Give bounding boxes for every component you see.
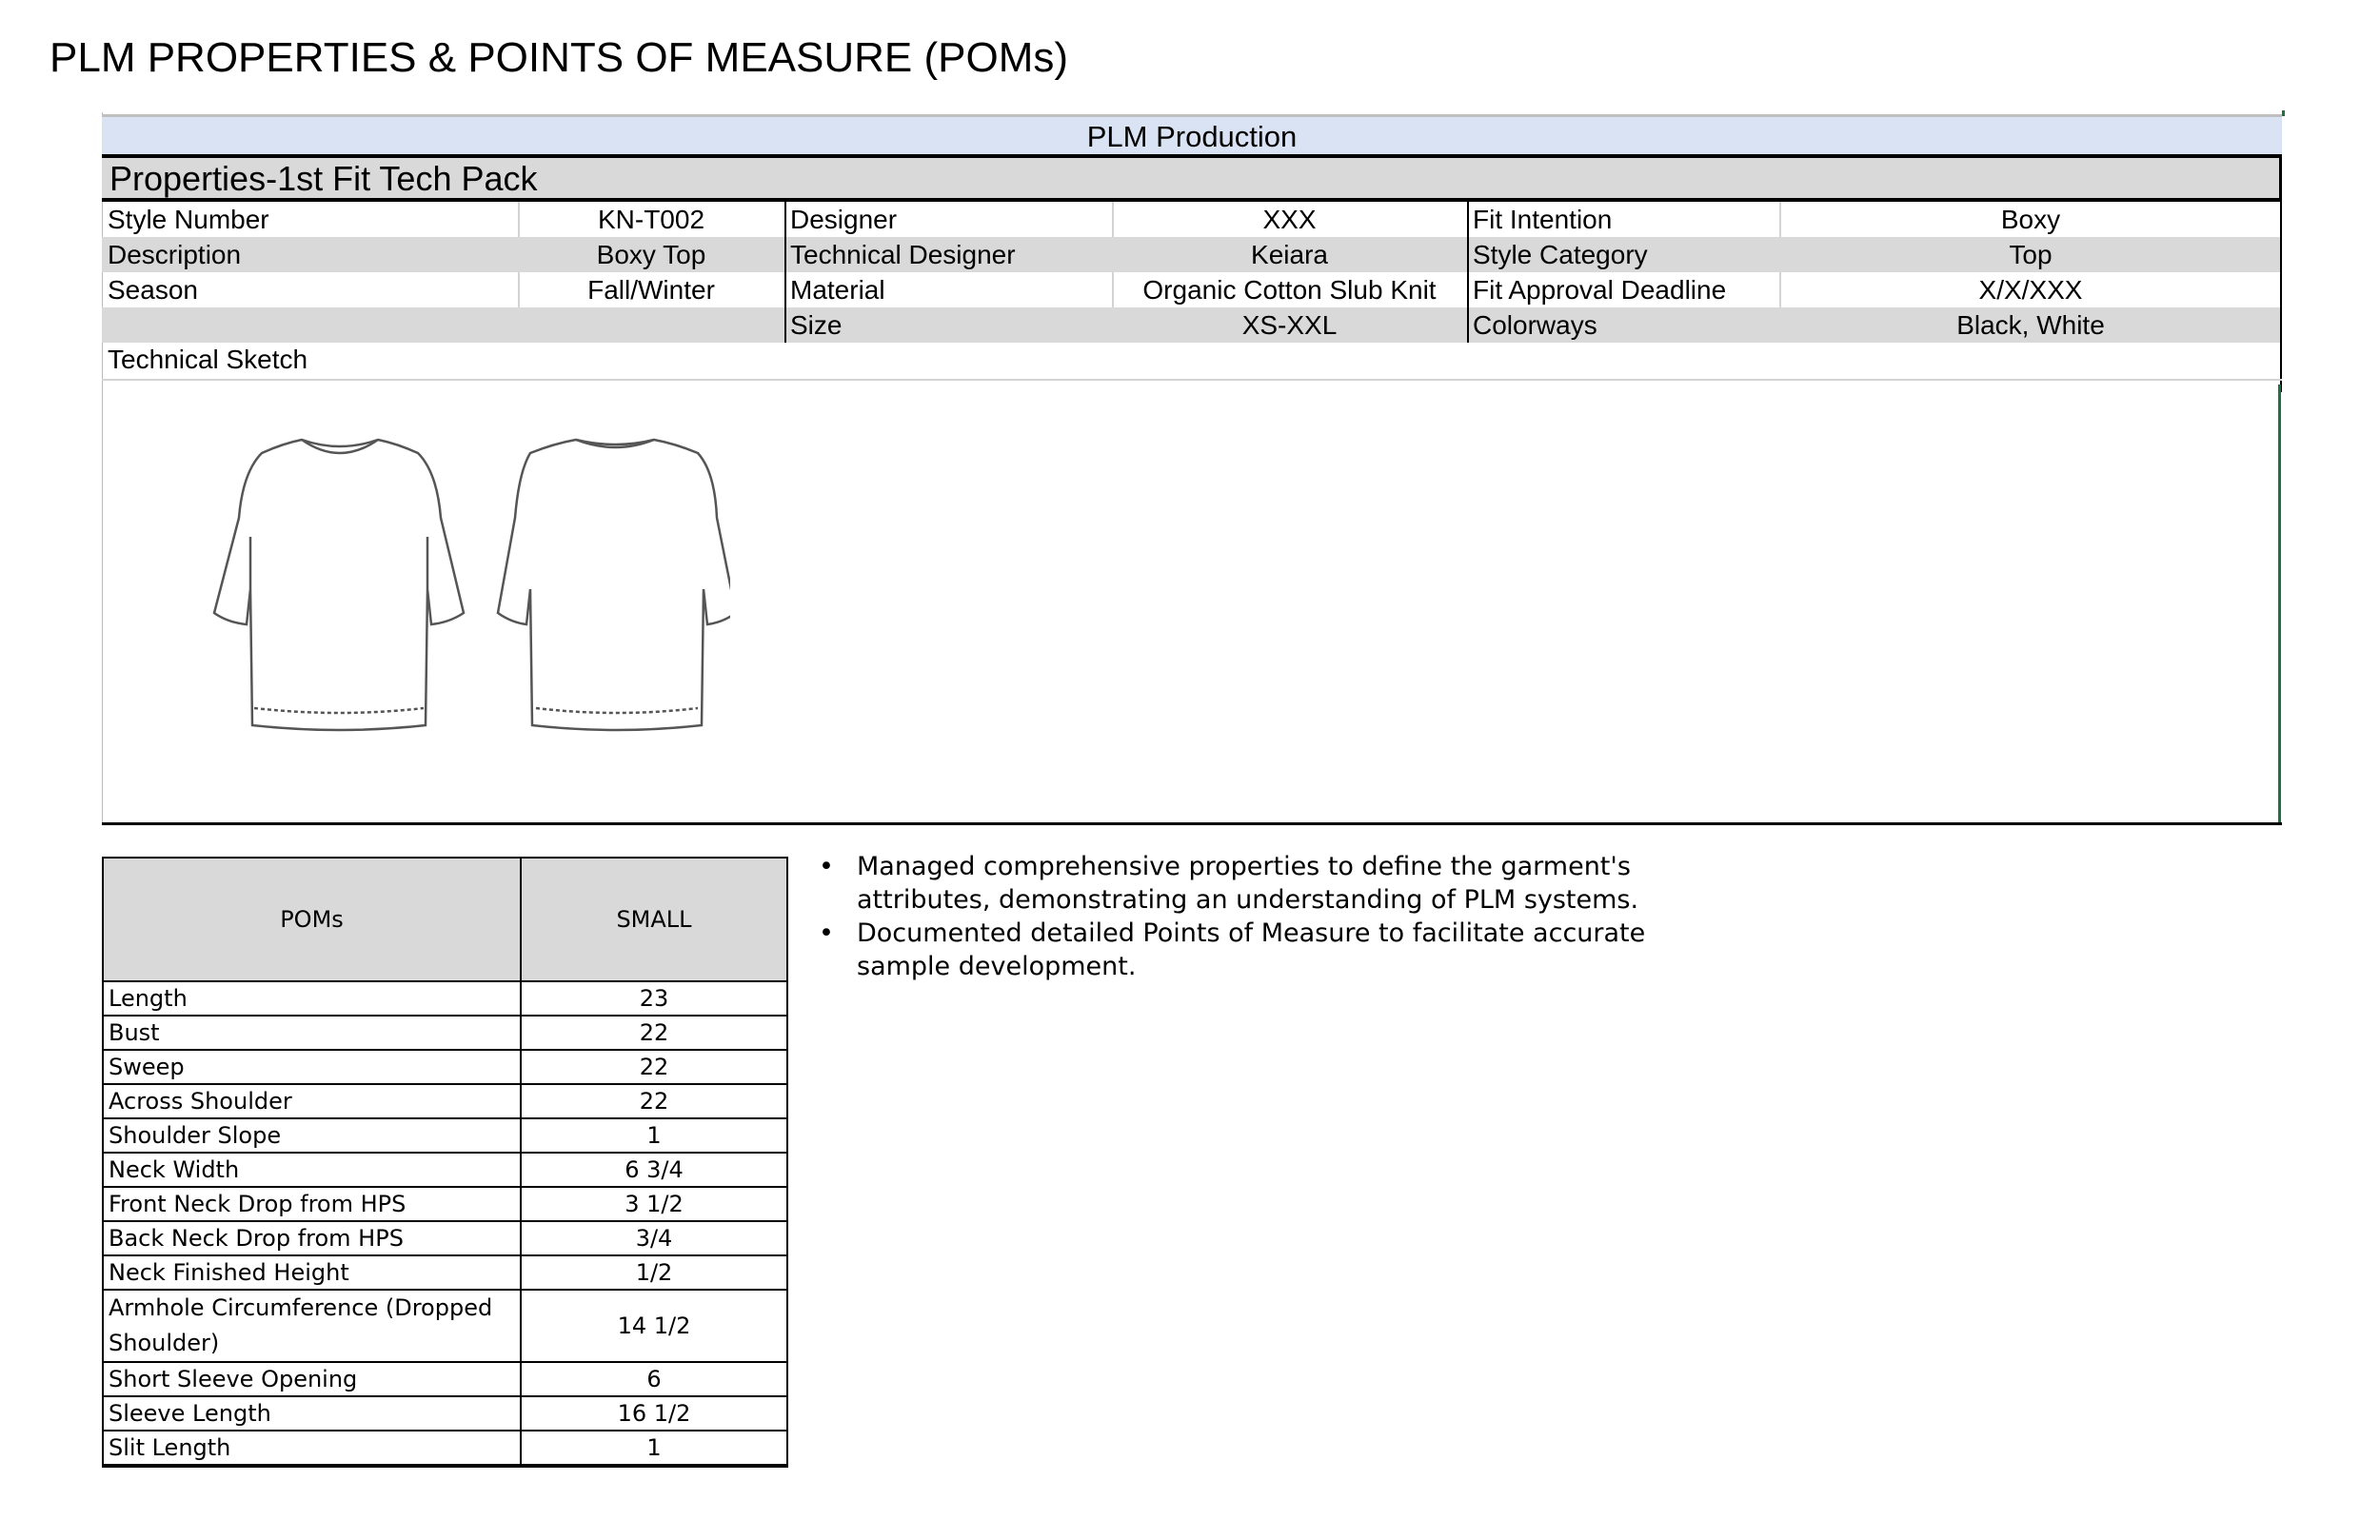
pom-name: Front Neck Drop from HPS [102, 1186, 522, 1222]
pom-name: Armhole Circumference (Dropped Shoulder) [102, 1289, 522, 1363]
sketch-label: Technical Sketch [108, 345, 308, 374]
property-value: Black, White [1956, 310, 2105, 340]
property-value: Boxy [2000, 205, 2061, 234]
property-label: Colorways [1473, 310, 1597, 340]
property-value: Top [2009, 240, 2053, 269]
pom-value: 1 [520, 1117, 788, 1154]
property-value [518, 307, 784, 343]
notes-list: • Managed comprehensive properties to def… [819, 850, 1733, 983]
property-label: Fit Approval Deadline [1473, 275, 1727, 305]
pom-name: Back Neck Drop from HPS [102, 1220, 522, 1256]
property-value: XXX [1262, 205, 1317, 234]
pom-row: Back Neck Drop from HPS 3/4 [102, 1220, 788, 1256]
poms-header: POMs [102, 857, 522, 982]
note-text: Documented detailed Points of Measure to… [857, 918, 1646, 981]
poms-table: POMs SMALL Length 23 Bust 22 Sweep 22 Across S… [102, 857, 788, 1468]
section-title: Properties-1st Fit Tech Pack [102, 154, 2282, 202]
property-label: Fit Intention [1473, 205, 1613, 234]
size-small-header: SMALL [520, 857, 788, 982]
pom-name: Bust [102, 1015, 522, 1051]
pom-row: Shoulder Slope 1 [102, 1117, 788, 1154]
pom-name: Sleeve Length [102, 1395, 522, 1431]
property-label: Style Category [1473, 240, 1648, 269]
pom-row: Length 23 [102, 980, 788, 1017]
tshirt-sketches [212, 438, 730, 732]
pom-value: 6 3/4 [520, 1152, 788, 1188]
property-value: Organic Cotton Slub Knit [1142, 275, 1437, 305]
note-item: • Documented detailed Points of Measure t… [819, 918, 1646, 981]
pom-row: Slit Length 1 [102, 1430, 788, 1468]
pom-row: Armhole Circumference (Dropped Shoulder)… [102, 1289, 788, 1363]
pom-row: Neck Width 6 3/4 [102, 1152, 788, 1188]
pom-name: Neck Width [102, 1152, 522, 1188]
tshirt-front-sketch-icon [212, 438, 466, 732]
pom-value: 1/2 [520, 1254, 788, 1291]
note-item: • Managed comprehensive properties to def… [819, 852, 1639, 915]
pom-row: Sleeve Length 16 1/2 [102, 1395, 788, 1431]
pom-value: 6 [520, 1361, 788, 1397]
property-value: X/X/XXX [1978, 275, 2083, 305]
pom-row: Neck Finished Height 1/2 [102, 1254, 788, 1291]
pom-name: Shoulder Slope [102, 1117, 522, 1154]
plm-production-banner: PLM Production [102, 114, 2282, 157]
pom-row: Bust 22 [102, 1015, 788, 1051]
note-text: Managed comprehensive properties to defi… [857, 852, 1639, 915]
pom-name: Short Sleeve Opening [102, 1361, 522, 1397]
property-value: Boxy Top [596, 240, 706, 269]
pom-row: Front Neck Drop from HPS 3 1/2 [102, 1186, 788, 1222]
pom-value: 14 1/2 [520, 1289, 788, 1363]
property-row: Season Fall/Winter Material Organic Cotton … [102, 272, 2282, 307]
property-value: XS-XXL [1241, 310, 1338, 340]
property-value: Keiara [1251, 240, 1328, 269]
pom-row: Short Sleeve Opening 6 [102, 1361, 788, 1397]
property-label: Style Number [108, 205, 269, 234]
pom-name: Slit Length [102, 1430, 522, 1468]
pom-name: Neck Finished Height [102, 1254, 522, 1291]
pom-row: Sweep 22 [102, 1049, 788, 1085]
pom-value: 3 1/2 [520, 1186, 788, 1222]
property-value: Fall/Winter [587, 275, 715, 305]
pom-value: 3/4 [520, 1220, 788, 1256]
pom-value: 16 1/2 [520, 1395, 788, 1431]
technical-sketch-area [102, 385, 2282, 825]
property-label [102, 307, 524, 343]
pom-row: Across Shoulder 22 [102, 1083, 788, 1119]
pom-value: 22 [520, 1049, 788, 1085]
property-label: Season [108, 275, 198, 305]
property-row: Size XS-XXL Colorways Black, White [102, 307, 2282, 343]
property-value: KN-T002 [597, 205, 705, 234]
pom-value: 1 [520, 1430, 788, 1468]
pom-name: Across Shoulder [102, 1083, 522, 1119]
property-label: Material [790, 275, 885, 305]
pom-name: Sweep [102, 1049, 522, 1085]
property-row: Style Number KN-T002 Designer XXX Fit Intent… [102, 202, 2282, 237]
tshirt-back-sketch-icon [496, 438, 730, 732]
property-label: Description [108, 240, 242, 269]
pom-name: Length [102, 980, 522, 1017]
property-label: Technical Designer [790, 240, 1016, 269]
property-label: Size [790, 310, 843, 340]
plm-properties-sheet: PLM Production Properties-1st Fit Tech P… [102, 110, 2285, 825]
pom-value: 22 [520, 1083, 788, 1119]
property-row: Description Boxy Top Technical Designer Kei… [102, 237, 2282, 272]
property-label: Designer [790, 205, 898, 234]
page-title: PLM PROPERTIES & POINTS OF MEASURE (POMs… [50, 34, 1069, 81]
pom-value: 22 [520, 1015, 788, 1051]
pom-value: 23 [520, 980, 788, 1017]
